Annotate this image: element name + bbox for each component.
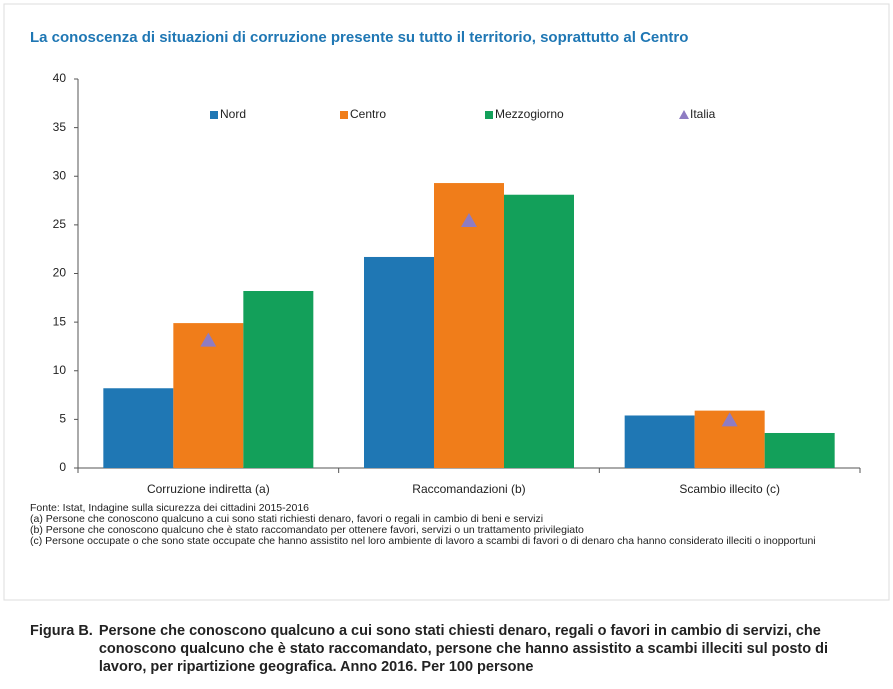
chart-title: La conoscenza di situazioni di corruzion…: [30, 29, 688, 46]
legend-marker: [679, 110, 689, 119]
marker: [200, 332, 217, 347]
y-tick-label: 30: [53, 168, 67, 182]
bar: [504, 194, 574, 469]
legend-swatch: [210, 111, 218, 119]
bar: [434, 183, 504, 468]
note: (c) Persone occupate o che sono state oc…: [30, 535, 816, 547]
bar: [764, 432, 835, 468]
note: (a) Persone che conoscono qualcuno a cui…: [30, 513, 544, 525]
y-tick-label: 25: [53, 217, 67, 231]
x-tick-label: Raccomandazioni (b): [412, 482, 525, 496]
legend-swatch: [340, 111, 348, 119]
caption-text: Persone che conoscono qualcuno a cui son…: [98, 623, 829, 675]
bar: [624, 415, 695, 468]
chart-frame: [3, 3, 890, 601]
y-tick-label: 15: [53, 314, 67, 328]
notes: Fonte: Istat, Indagine sulla sicurezza d…: [30, 503, 880, 547]
y-tick-label: 20: [53, 266, 67, 280]
bar: [243, 291, 314, 468]
y-tick-label: 40: [53, 71, 67, 85]
bar: [173, 323, 244, 468]
legend-label: Nord: [220, 107, 246, 121]
y-tick-label: 35: [53, 120, 67, 134]
x-tick-label: Corruzione indiretta (a): [147, 482, 270, 496]
marker: [721, 412, 738, 427]
legend-label: Mezzogiorno: [495, 107, 564, 121]
x-tick-label: Scambio illecito (c): [679, 482, 780, 496]
caption-label: Figura B.: [30, 623, 93, 639]
source: Fonte: Istat, Indagine sulla sicurezza d…: [30, 502, 310, 514]
note: (b) Persone che conoscono qualcuno che è…: [30, 524, 584, 536]
legend-label: Italia: [690, 107, 716, 121]
bar: [103, 388, 174, 468]
legend-label: Centro: [350, 107, 386, 121]
marker: [461, 212, 477, 227]
y-tick-label: 0: [59, 460, 66, 474]
legend-swatch: [485, 111, 493, 119]
y-tick-label: 10: [53, 363, 67, 377]
y-tick-label: 5: [59, 412, 66, 426]
bar: [364, 256, 434, 468]
caption: Figura B. Persone che conoscono qualcuno…: [30, 622, 870, 676]
